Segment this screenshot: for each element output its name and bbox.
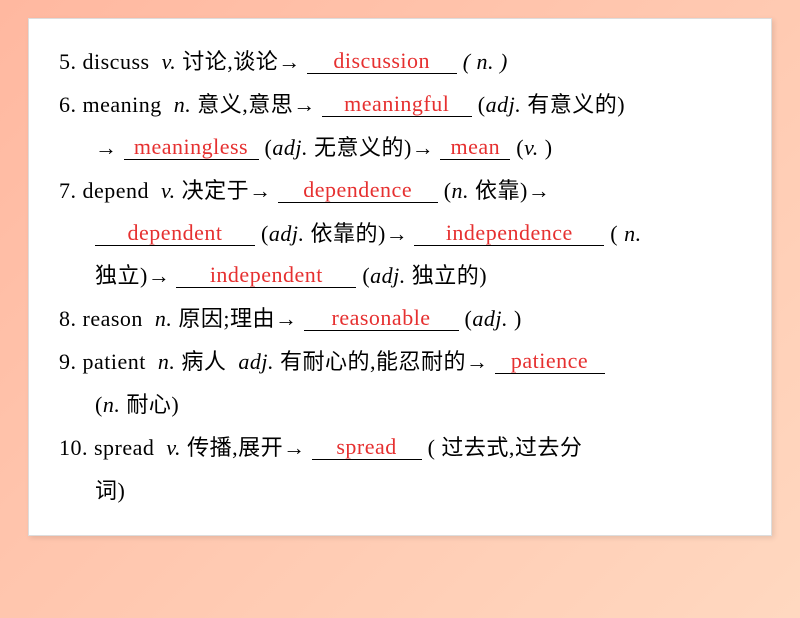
num: 8. — [59, 306, 77, 331]
mid: (adj. 无意义的)→ — [265, 135, 435, 160]
pos: v. — [162, 49, 177, 74]
tail2: 词) — [95, 478, 125, 503]
word: depend — [83, 178, 150, 203]
tail: (adj. 独立的) — [362, 263, 487, 288]
item-10-cont: 词) — [59, 470, 749, 513]
tail: (n. 依靠)→ — [444, 178, 551, 203]
word: discuss — [83, 49, 150, 74]
zh: 讨论,谈论→ — [182, 49, 301, 74]
item-8: 8. reason n. 原因;理由→ reasonable (adj. ) — [59, 298, 749, 341]
item-7-cont1: dependent (adj. 依靠的)→ independence ( n. — [59, 213, 749, 256]
item-7-cont2: 独立)→ independent (adj. 独立的) — [59, 255, 749, 298]
content-card: 5. discuss v. 讨论,谈论→ discussion ( n. ) 6… — [28, 18, 772, 536]
arrow: → — [95, 135, 118, 160]
tail: ( 过去式,过去分 — [428, 435, 583, 460]
pos: n. — [155, 306, 173, 331]
tail: ( n. — [610, 221, 641, 246]
blank-answer: reasonable — [304, 308, 459, 331]
blank-answer: independent — [176, 265, 356, 288]
pos2: adj. — [238, 349, 274, 374]
blank-answer: patience — [495, 351, 605, 374]
blank-answer: spread — [312, 437, 422, 460]
blank-answer: discussion — [307, 51, 457, 74]
word: spread — [94, 435, 154, 460]
pos: n. — [174, 92, 192, 117]
blank-answer: independence — [414, 223, 604, 246]
word: reason — [83, 306, 143, 331]
zh: 决定于→ — [182, 178, 272, 203]
item-9-cont: (n. 耐心) — [59, 384, 749, 427]
tail: (v. ) — [516, 135, 552, 160]
blank-answer: dependence — [278, 180, 438, 203]
item-9: 9. patient n. 病人 adj. 有耐心的,能忍耐的→ patienc… — [59, 341, 749, 384]
zh: 意义,意思→ — [197, 92, 316, 117]
zh: 独立)→ — [95, 263, 170, 288]
zh: 原因;理由→ — [178, 306, 297, 331]
item-6: 6. meaning n. 意义,意思→ meaningful (adj. 有意… — [59, 84, 749, 127]
num: 7. — [59, 178, 77, 203]
pos: n. — [158, 349, 176, 374]
num: 6. — [59, 92, 77, 117]
item-10: 10. spread v. 传播,展开→ spread ( 过去式,过去分 — [59, 427, 749, 470]
mid: (adj. 依靠的)→ — [261, 221, 408, 246]
zh2: 有耐心的,能忍耐的→ — [280, 349, 489, 374]
tail: (adj. ) — [465, 306, 522, 331]
tail: ( n. ) — [463, 49, 508, 74]
item-6-cont: → meaningless (adj. 无意义的)→ mean (v. ) — [59, 127, 749, 170]
word: patient — [83, 349, 146, 374]
blank-answer: meaningful — [322, 94, 472, 117]
tail: (n. 耐心) — [95, 392, 179, 417]
word: meaning — [83, 92, 162, 117]
zh: 传播,展开→ — [187, 435, 306, 460]
tail: (adj. 有意义的) — [478, 92, 625, 117]
blank-answer: meaningless — [124, 137, 259, 160]
blank-answer: mean — [440, 137, 510, 160]
num: 5. — [59, 49, 77, 74]
num: 9. — [59, 349, 77, 374]
item-7: 7. depend v. 决定于→ dependence (n. 依靠)→ — [59, 170, 749, 213]
num: 10. — [59, 435, 88, 460]
zh1: 病人 — [181, 349, 226, 374]
pos: v. — [166, 435, 181, 460]
pos: v. — [161, 178, 176, 203]
blank-answer: dependent — [95, 223, 255, 246]
item-5: 5. discuss v. 讨论,谈论→ discussion ( n. ) — [59, 41, 749, 84]
